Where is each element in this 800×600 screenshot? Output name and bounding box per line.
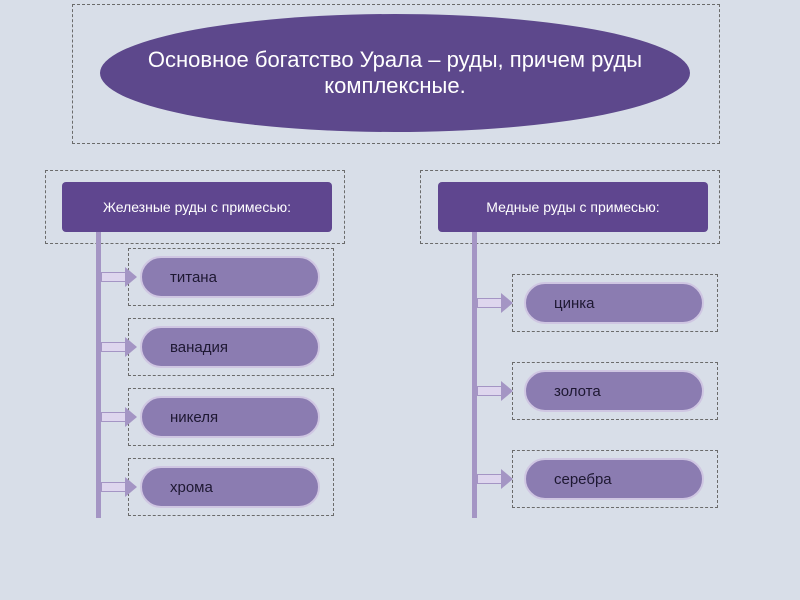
arrow-icon xyxy=(101,337,137,357)
category-label: Медные руды с примесью: xyxy=(486,199,659,215)
item-label: хрома xyxy=(170,479,213,496)
category-label: Железные руды с примесью: xyxy=(103,199,291,215)
item-label: серебра xyxy=(554,471,612,488)
item-pill: ванадия xyxy=(140,326,320,368)
item-label: ванадия xyxy=(170,339,228,356)
item-pill: хрома xyxy=(140,466,320,508)
arrow-icon xyxy=(477,381,513,401)
item-label: золота xyxy=(554,383,601,400)
item-pill: золота xyxy=(524,370,704,412)
item-pill: титана xyxy=(140,256,320,298)
item-label: никеля xyxy=(170,409,218,426)
title-ellipse: Основное богатство Урала – руды, причем … xyxy=(100,14,690,132)
item-pill: серебра xyxy=(524,458,704,500)
item-pill: никеля xyxy=(140,396,320,438)
item-label: титана xyxy=(170,269,217,286)
arrow-icon xyxy=(101,477,137,497)
category-header: Медные руды с примесью: xyxy=(438,182,708,232)
category-header: Железные руды с примесью: xyxy=(62,182,332,232)
title-text: Основное богатство Урала – руды, причем … xyxy=(130,47,660,99)
item-pill: цинка xyxy=(524,282,704,324)
arrow-icon xyxy=(477,469,513,489)
arrow-icon xyxy=(477,293,513,313)
arrow-icon xyxy=(101,267,137,287)
arrow-icon xyxy=(101,407,137,427)
item-label: цинка xyxy=(554,295,595,312)
